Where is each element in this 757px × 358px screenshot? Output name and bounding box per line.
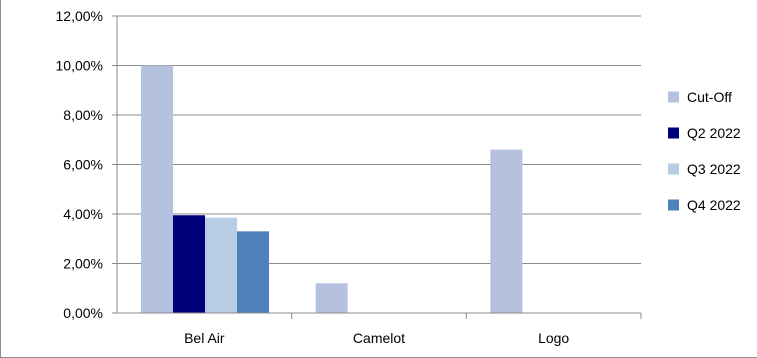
y-tick-labels: 0,00% 2,00% 4,00% 6,00% 8,00% 10,00% 12,00% [56,8,103,321]
bar-cut-off-camelot [315,283,348,313]
legend-label: Q2 2022 [687,125,741,141]
legend-label: Q4 2022 [687,197,741,213]
y-tick-label: 0,00% [63,305,103,321]
y-tick-label: 10,00% [56,58,103,74]
y-tick-label: 8,00% [63,107,103,123]
legend-label: Q3 2022 [687,161,741,177]
bar-cut-off-bel-air [141,65,173,313]
legend-swatch [668,199,679,211]
legend-swatch [668,163,679,175]
legend: Cut-Off Q2 2022 Q3 2022 Q4 2022 [668,89,741,213]
y-tick-label: 6,00% [63,157,103,173]
x-tick-label: Logo [538,330,569,346]
bar-cut-off-logo [490,149,523,313]
legend-swatch [668,91,679,103]
bar-q4-2022-bel-air [237,231,269,313]
x-tick-label: Bel Air [184,330,225,346]
x-tick-label: Camelot [353,330,405,346]
bars [141,65,523,313]
gridlines [117,15,641,264]
bar-q2-2022-bel-air [173,215,205,313]
bar-q3-2022-bel-air [205,217,237,313]
y-tick-label: 4,00% [63,206,103,222]
legend-swatch [668,127,679,139]
axes [112,15,642,319]
x-tick-labels: Bel Air Camelot Logo [184,330,569,346]
y-tick-label: 12,00% [56,8,103,24]
y-tick-label: 2,00% [63,256,103,272]
legend-label: Cut-Off [687,89,732,105]
